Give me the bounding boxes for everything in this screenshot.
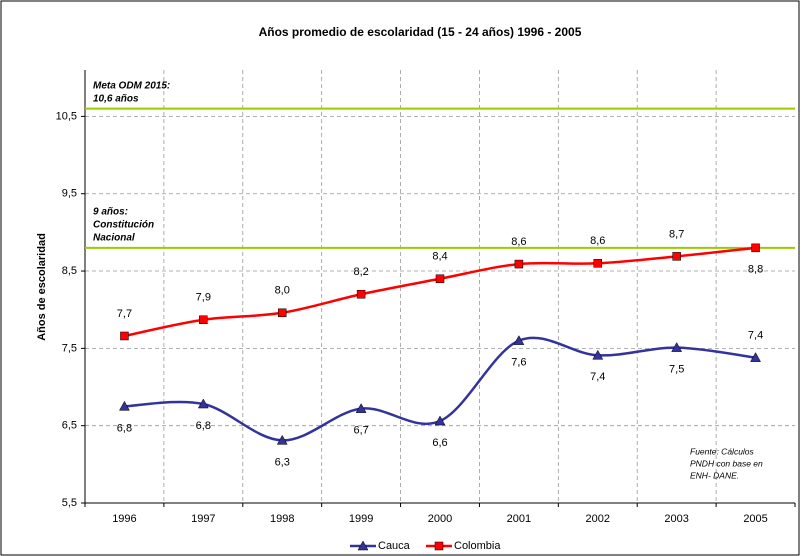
legend-marker: [434, 541, 444, 551]
data-label: 7,6: [511, 357, 526, 369]
y-tick-label: 7,5: [62, 342, 77, 354]
x-tick-label: 1998: [270, 513, 294, 525]
data-point: [199, 315, 208, 324]
data-point: [514, 259, 524, 269]
data-label: 8,6: [590, 235, 605, 247]
source-note: ENH- DANE.: [690, 470, 739, 480]
data-label: 8,0: [275, 285, 290, 297]
reference-label: 9 años:: [93, 206, 128, 217]
y-tick-label: 6,5: [62, 420, 77, 432]
x-tick-label: 2002: [586, 513, 610, 525]
x-tick-label: 2003: [664, 513, 688, 525]
data-label: 7,4: [590, 371, 605, 383]
data-point: [120, 331, 129, 341]
data-point: [750, 352, 761, 362]
data-label: 8,6: [511, 236, 526, 248]
reference-label: Meta ODM 2015:: [93, 80, 170, 91]
data-label: 8,7: [669, 228, 684, 240]
source-note: PNDH con base en: [690, 458, 763, 468]
data-label: 7,9: [196, 292, 211, 304]
data-point: [513, 335, 525, 345]
x-tick-label: 1999: [349, 513, 373, 525]
y-axis-label: Años de escolaridad: [36, 233, 48, 341]
reference-label: 10,6 años: [93, 93, 139, 104]
source-note: Fuente: Cálculos: [690, 446, 755, 456]
data-point: [276, 434, 288, 445]
data-label: 6,3: [275, 456, 290, 468]
data-point: [672, 252, 681, 261]
reference-label: Constitución: [93, 219, 154, 230]
data-point: [593, 259, 603, 268]
data-label: 7,5: [669, 363, 684, 375]
x-tick-label: 2001: [507, 513, 531, 525]
data-label: 6,7: [353, 425, 368, 437]
data-point: [592, 349, 604, 360]
data-label: 8,4: [432, 251, 447, 263]
data-point: [434, 415, 446, 426]
y-tick-label: 8,5: [62, 265, 77, 277]
reference-label: Nacional: [93, 232, 135, 243]
data-point: [356, 289, 366, 299]
data-point: [751, 243, 760, 253]
y-tick-label: 5,5: [62, 497, 77, 509]
y-tick-label: 9,5: [62, 188, 77, 200]
x-tick-label: 1997: [191, 513, 215, 525]
data-label: 6,6: [432, 437, 447, 449]
data-label: 8,2: [353, 266, 368, 278]
data-point: [435, 274, 445, 284]
data-label: 7,4: [748, 330, 763, 342]
data-point: [277, 308, 287, 318]
legend-label: Cauca: [378, 540, 411, 552]
legend-marker: [357, 540, 369, 551]
chart-title: Años promedio de escolaridad (15 - 24 añ…: [259, 25, 582, 39]
legend-label: Colombia: [454, 540, 501, 552]
y-tick-label: 10,5: [56, 110, 77, 122]
x-tick-label: 2000: [428, 513, 452, 525]
data-point: [671, 342, 683, 352]
data-label: 6,8: [117, 422, 132, 434]
data-point: [197, 398, 209, 409]
data-point: [119, 400, 130, 411]
data-label: 6,8: [196, 420, 211, 432]
data-label: 8,8: [748, 264, 763, 276]
x-tick-label: 2005: [743, 513, 767, 525]
data-point: [355, 403, 367, 413]
x-tick-label: 1996: [112, 513, 136, 525]
data-label: 7,7: [117, 308, 132, 320]
